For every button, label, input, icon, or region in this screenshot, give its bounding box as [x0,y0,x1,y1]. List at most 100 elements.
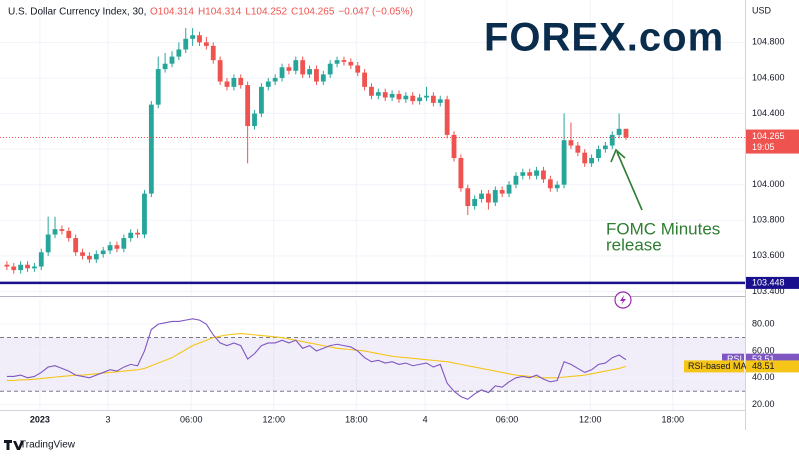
axis-border [0,410,746,411]
candle-body [334,60,340,64]
candle-body [162,63,168,70]
last-price-label: 104.265 [752,131,785,141]
rsi-value: 53.51 [752,354,775,364]
candle-body [389,93,395,98]
ohlc-value: −0.047 (−0.05%) [338,7,413,18]
ohlc-value: L104.252 [245,7,287,18]
candle-body [265,81,271,87]
candle-body [465,188,471,207]
candle-body [492,190,498,203]
candle-body [190,35,196,39]
candle-body [100,250,106,255]
candle-body [348,61,354,66]
candle-body [382,92,388,98]
candle-body [451,134,457,159]
x-tick-label: 12:00 [579,414,602,424]
candle-body [11,266,17,271]
candle-body [623,128,629,138]
pane-divider [0,296,745,297]
candle-body [38,252,44,267]
rsi-ma-line [6,332,627,382]
ma-name-box [684,360,744,373]
rsi-name: RSI [727,354,742,364]
candle-body [527,172,533,176]
ohlc-value: O104.314 [150,7,194,18]
candle-body [327,63,333,75]
y-tick-label: 103.800 [752,215,785,225]
candle-body [142,193,147,235]
candle-body [547,179,553,189]
candle-body [568,140,574,146]
candle-body [410,95,416,102]
candle-body [499,190,505,194]
candle-body [183,38,189,50]
candle-body [486,193,491,203]
candle-body [609,134,615,146]
candle-body [472,198,478,207]
chart-title: U.S. Dollar Currency Index, 30, [8,7,146,18]
candle-body [114,245,120,249]
candle-body [513,175,519,185]
candle-body [176,49,182,57]
candle-body [396,93,402,100]
candle-body [437,99,443,103]
candle-body [341,60,347,62]
candle-body [4,264,10,267]
event-icon[interactable] [614,291,632,309]
countdown: 19:05 [752,142,775,152]
y-tick-label: 103.400 [752,286,785,296]
candle-body [561,140,567,185]
candle-body [272,77,278,82]
ma-value: 48.51 [752,361,775,371]
candle-body [417,97,423,102]
axis-border [745,0,746,430]
ohlc-header: O104.314 H104.314 L104.252 C104.265 −0.047 (… [150,7,413,18]
candle-body [589,158,595,164]
candle-body [506,184,512,194]
ma-name: RSI-based MA [688,361,747,371]
x-tick-label: 18:00 [662,414,685,424]
candle-body [252,113,257,126]
y-tick-label: 104.800 [752,37,785,47]
x-tick-label: 18:00 [345,414,368,424]
candle-body [148,104,154,194]
brand-logo: FOREX.com [484,16,724,60]
candle-body [203,42,209,46]
candle-body [52,229,58,235]
candle-body [18,264,24,271]
candle-body [45,234,51,253]
ohlc-value: C104.265 [291,7,335,18]
candle-body [554,184,560,189]
candle-body [616,128,622,135]
candle-body [80,252,85,256]
tradingview-logo [4,440,24,450]
candle-body [210,45,216,61]
x-tick-label: 4 [423,414,428,424]
grid [0,0,745,410]
candle-body [602,145,608,150]
annotation-arrow [610,148,643,211]
y-tick-label: 104.600 [752,72,785,82]
candle-body [25,264,30,269]
rsi-tick-label: 80.00 [752,319,775,329]
candle-body [596,149,601,159]
candle-body [582,152,588,164]
last-price-box [746,129,799,154]
candle-body [320,74,326,82]
annotation-line: FOMC Minutes [606,219,720,238]
hline-box [746,276,799,289]
candle-body [73,238,79,253]
candle-body [575,145,581,153]
hline-label: 103.448 [752,277,785,287]
x-tick-label: 3 [105,414,110,424]
footer: TradingView [20,440,76,451]
candle-body [217,60,223,82]
candle-body [224,81,230,87]
rsi-tick-label: 20.00 [752,399,775,409]
candle-body [479,193,484,199]
currency: USD [752,5,772,15]
x-tick-label: 06:00 [496,414,519,424]
candle-body [245,85,251,126]
y-tick-label: 103.600 [752,250,785,260]
